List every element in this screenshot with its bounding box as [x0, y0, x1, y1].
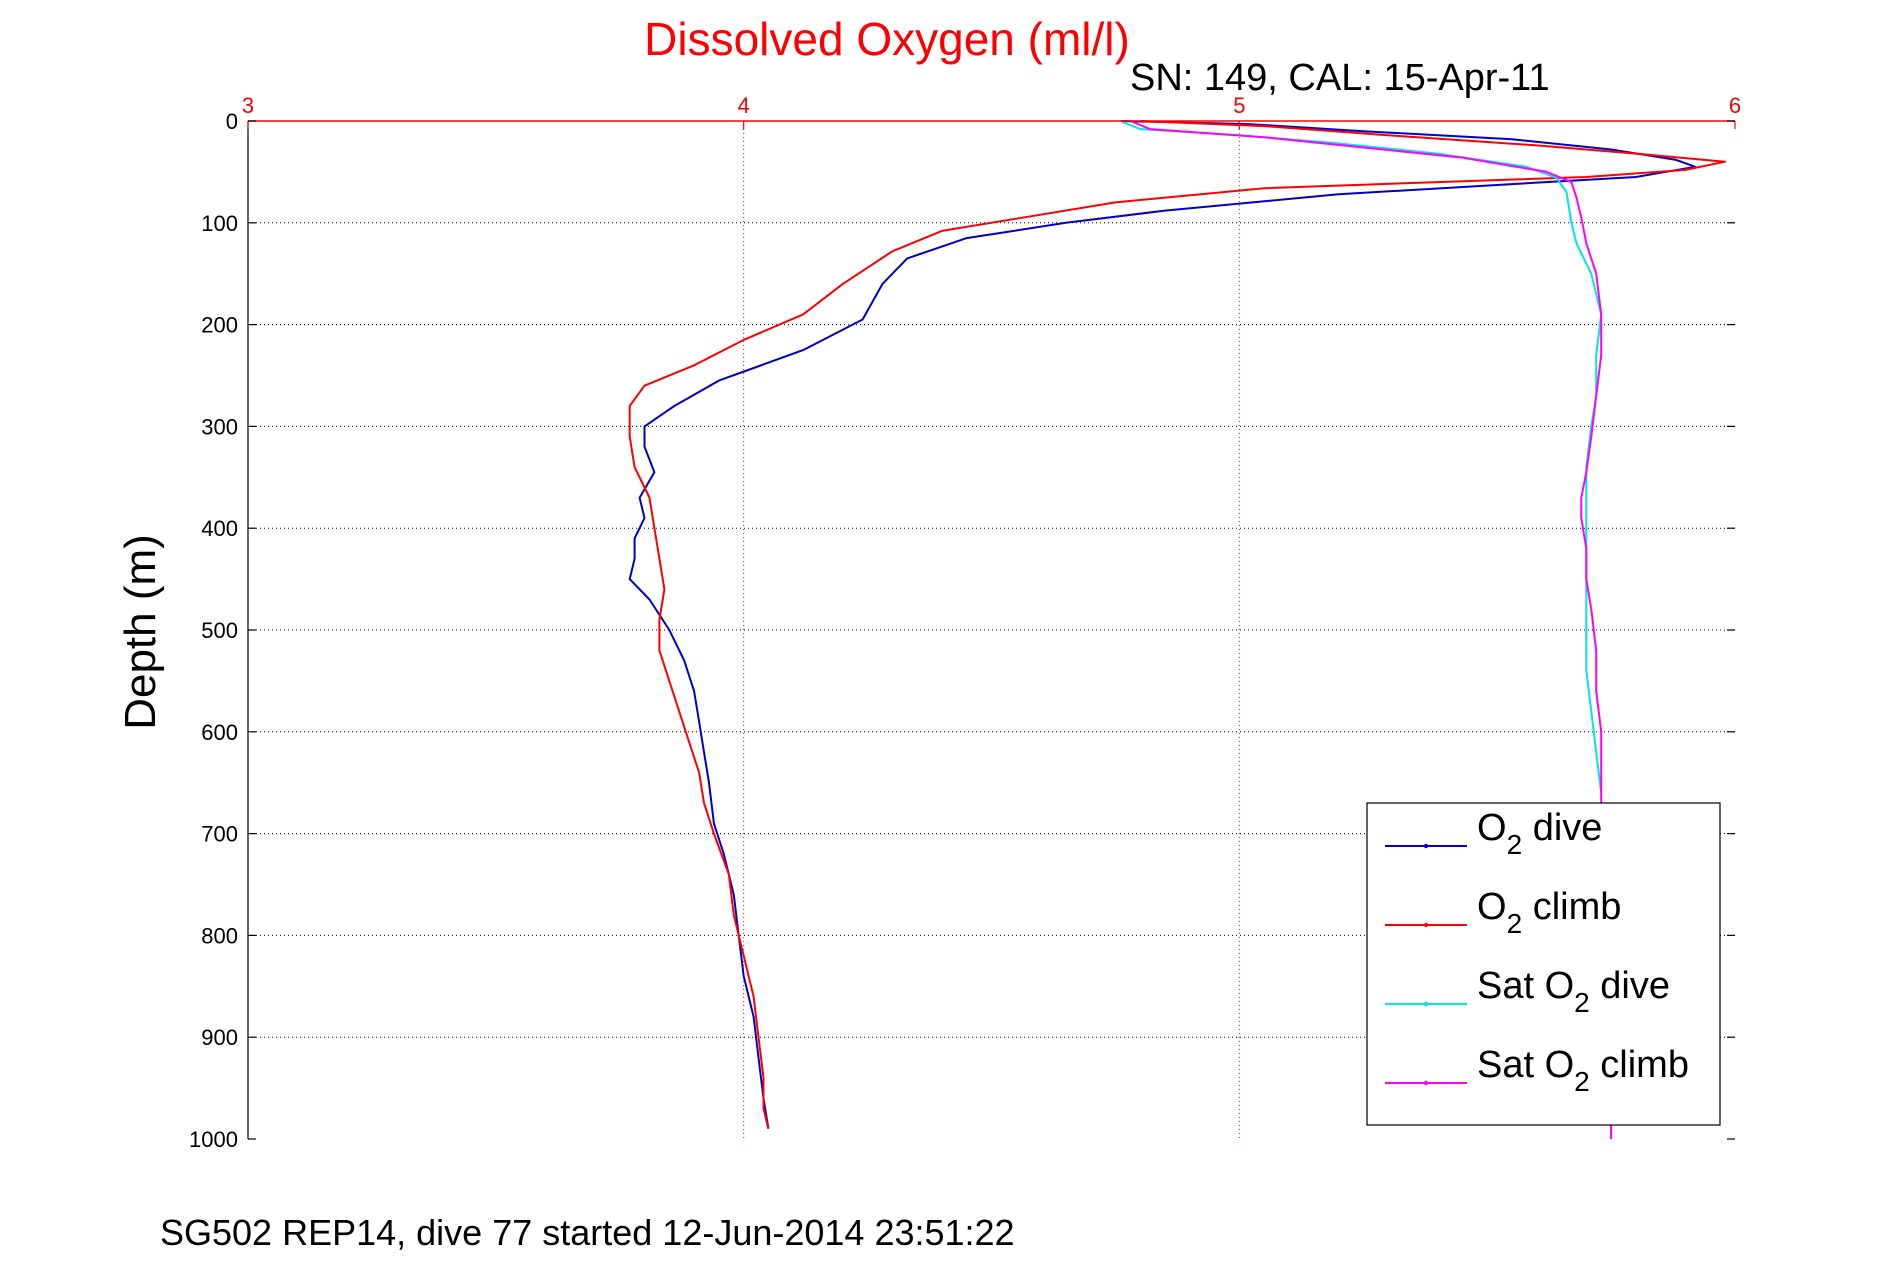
x-tick-label: 4 [738, 93, 750, 118]
y-tick-label: 200 [201, 313, 238, 338]
legend-marker [1423, 1001, 1429, 1007]
y-tick-label: 500 [201, 618, 238, 643]
y-tick-label: 800 [201, 923, 238, 948]
y-tick-label: 100 [201, 211, 238, 236]
legend-marker [1423, 843, 1429, 849]
legend: O2 dive O2 climb Sat O2 dive Sat O2 climb [1366, 802, 1721, 1126]
y-tick-label: 1000 [189, 1127, 238, 1152]
legend-label: O2 dive [1477, 807, 1602, 860]
series-line-sat-o2-dive [1120, 120, 1603, 794]
legend-label: Sat O2 dive [1477, 965, 1670, 1018]
y-tick-label: 600 [201, 720, 238, 745]
y-tick-label: 700 [201, 822, 238, 847]
series-line-o2-climb [628, 120, 1727, 1130]
x-tick-label: 5 [1233, 93, 1245, 118]
x-tick-label: 6 [1729, 93, 1741, 118]
legend-marker [1423, 922, 1429, 928]
y-tick-label: 400 [201, 516, 238, 541]
legend-marker [1423, 1080, 1429, 1086]
y-tick-label: 0 [226, 109, 238, 134]
labels-layer: Dissolved Oxygen (ml/l) SN: 149, CAL: 15… [116, 13, 1550, 1253]
x-tick-label: 3 [242, 93, 254, 118]
series-line-o2-dive [628, 120, 1697, 1129]
y-tick-label: 300 [201, 414, 238, 439]
chart-title: Dissolved Oxygen (ml/l) [644, 13, 1130, 65]
footer-text: SG502 REP14, dive 77 started 12-Jun-2014… [160, 1212, 1015, 1253]
legend-label: O2 climb [1477, 886, 1621, 939]
y-axis-label: Depth (m) [116, 534, 165, 730]
chart-subtitle: SN: 149, CAL: 15-Apr-11 [1130, 57, 1550, 99]
y-tick-label: 900 [201, 1025, 238, 1050]
legend-box [1366, 802, 1721, 1126]
axes-layer: 3 4 5 6 0 100 200 300 400 500 600 700 800 900 1000 [189, 93, 1741, 1152]
legend-label: Sat O2 climb [1477, 1044, 1689, 1097]
